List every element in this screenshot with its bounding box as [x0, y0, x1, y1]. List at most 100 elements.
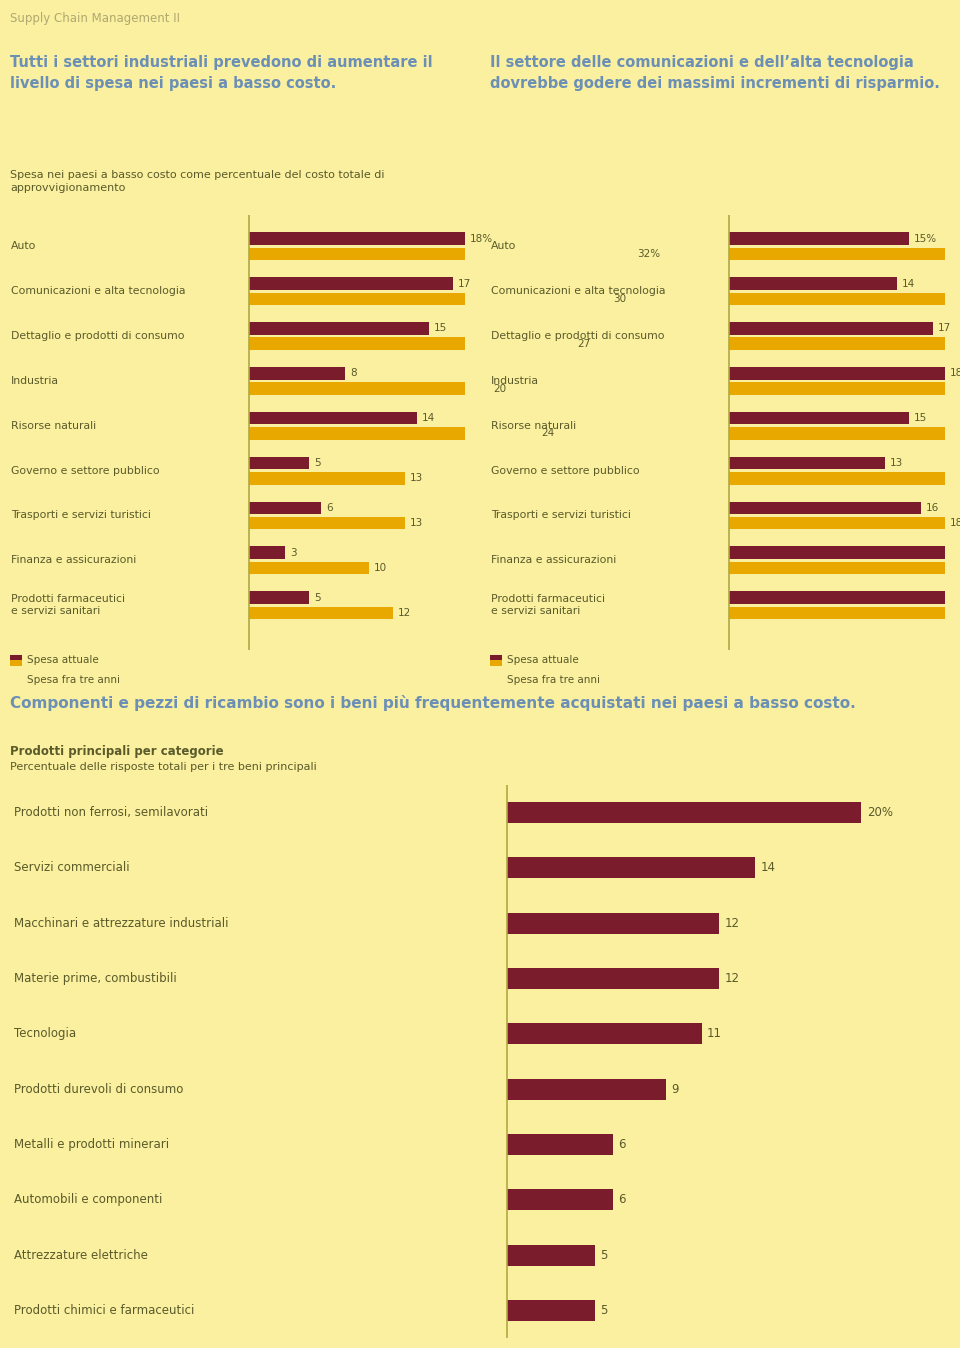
- Text: Prodotti durevoli di consumo: Prodotti durevoli di consumo: [13, 1082, 183, 1096]
- Text: 9: 9: [672, 1082, 679, 1096]
- Bar: [507, 1299, 595, 1321]
- Bar: [250, 248, 633, 260]
- Bar: [730, 427, 957, 439]
- Text: Componenti e pezzi di ricambio sono i beni più frequentemente acquistati nei pae: Componenti e pezzi di ricambio sono i be…: [10, 696, 855, 710]
- Bar: [250, 322, 429, 334]
- Text: 3: 3: [290, 547, 297, 558]
- Text: Spesa fra tre anni: Spesa fra tre anni: [507, 675, 600, 685]
- Text: Industria: Industria: [12, 376, 60, 386]
- Text: 14: 14: [901, 279, 915, 288]
- Bar: [250, 516, 405, 530]
- Bar: [730, 337, 960, 350]
- Text: 18%: 18%: [469, 233, 492, 244]
- Bar: [730, 248, 957, 260]
- Text: 32%: 32%: [637, 249, 660, 259]
- Text: 17: 17: [458, 279, 471, 288]
- Bar: [10, 661, 21, 666]
- Text: 5: 5: [314, 458, 321, 468]
- Text: 12: 12: [398, 608, 411, 617]
- Text: 15: 15: [434, 324, 447, 333]
- Bar: [250, 607, 394, 619]
- Bar: [250, 546, 285, 559]
- Bar: [730, 232, 909, 245]
- Bar: [730, 367, 945, 380]
- Text: Metalli e prodotti minerari: Metalli e prodotti minerari: [13, 1138, 169, 1151]
- Bar: [730, 472, 960, 484]
- Text: Governo e settore pubblico: Governo e settore pubblico: [12, 465, 159, 476]
- Text: Automobili e componenti: Automobili e componenti: [13, 1193, 162, 1206]
- Bar: [250, 457, 309, 469]
- Text: 10: 10: [374, 563, 387, 573]
- Text: Spesa fra tre anni: Spesa fra tre anni: [27, 675, 120, 685]
- Bar: [730, 457, 885, 469]
- Bar: [730, 412, 909, 425]
- Text: 13: 13: [410, 473, 423, 483]
- Bar: [507, 1078, 666, 1100]
- Bar: [250, 278, 453, 290]
- Bar: [250, 427, 537, 439]
- Bar: [730, 516, 945, 530]
- Text: Prodotti non ferrosi, semilavorati: Prodotti non ferrosi, semilavorati: [13, 806, 207, 820]
- Text: Finanza e assicurazioni: Finanza e assicurazioni: [492, 555, 616, 565]
- Bar: [730, 607, 957, 619]
- Bar: [507, 1023, 702, 1045]
- Bar: [730, 383, 960, 395]
- Bar: [250, 412, 417, 425]
- Text: 24: 24: [541, 429, 555, 438]
- Text: Spesa nei paesi a basso costo come percentuale del costo totale di
approvvigiona: Spesa nei paesi a basso costo come perce…: [10, 170, 385, 193]
- Text: 5: 5: [601, 1248, 608, 1262]
- Text: Comunicazioni e alta tecnologia: Comunicazioni e alta tecnologia: [492, 286, 665, 297]
- Bar: [250, 367, 346, 380]
- Bar: [250, 562, 370, 574]
- Text: Dettaglio e prodotti di consumo: Dettaglio e prodotti di consumo: [12, 332, 184, 341]
- Text: Spesa attuale: Spesa attuale: [507, 655, 579, 665]
- Text: 20%: 20%: [867, 806, 893, 820]
- Bar: [507, 857, 755, 879]
- Text: 18: 18: [949, 518, 960, 528]
- Text: Macchinari e attrezzature industriali: Macchinari e attrezzature industriali: [13, 917, 228, 930]
- Text: Materie prime, combustibili: Materie prime, combustibili: [13, 972, 177, 985]
- Text: Prodotti principali per categorie: Prodotti principali per categorie: [10, 745, 224, 758]
- Text: Spesa attuale: Spesa attuale: [27, 655, 99, 665]
- Text: Risorse naturali: Risorse naturali: [492, 421, 576, 431]
- Bar: [730, 278, 897, 290]
- Bar: [490, 655, 501, 661]
- Bar: [507, 802, 861, 824]
- Bar: [730, 322, 933, 334]
- Text: 20: 20: [493, 384, 507, 394]
- Bar: [250, 501, 322, 514]
- Text: Governo e settore pubblico: Governo e settore pubblico: [492, 465, 639, 476]
- Text: 30: 30: [613, 294, 627, 303]
- Text: Prodotti chimici e farmaceutici: Prodotti chimici e farmaceutici: [13, 1304, 194, 1317]
- Text: Auto: Auto: [12, 241, 36, 251]
- Text: Attrezzature elettriche: Attrezzature elettriche: [13, 1248, 148, 1262]
- Text: 6: 6: [618, 1193, 626, 1206]
- Text: 15%: 15%: [914, 233, 937, 244]
- Text: 27: 27: [578, 338, 590, 349]
- Text: Percentuale delle risposte totali per i tre beni principali: Percentuale delle risposte totali per i …: [10, 762, 317, 772]
- Text: Tecnologia: Tecnologia: [13, 1027, 76, 1041]
- Text: 11: 11: [707, 1027, 722, 1041]
- Text: Trasporti e servizi turistici: Trasporti e servizi turistici: [492, 511, 631, 520]
- Bar: [507, 913, 719, 934]
- Text: 13: 13: [890, 458, 903, 468]
- Bar: [10, 655, 21, 661]
- Text: Dettaglio e prodotti di consumo: Dettaglio e prodotti di consumo: [492, 332, 664, 341]
- Text: 15: 15: [914, 412, 927, 423]
- Text: Supply Chain Management II: Supply Chain Management II: [10, 12, 180, 26]
- Text: 6: 6: [326, 503, 333, 512]
- Bar: [730, 546, 960, 559]
- Text: Servizi commerciali: Servizi commerciali: [13, 861, 130, 875]
- Text: 16: 16: [925, 503, 939, 512]
- Bar: [507, 1244, 595, 1266]
- Bar: [250, 293, 609, 305]
- Bar: [250, 337, 573, 350]
- Text: 14: 14: [421, 412, 435, 423]
- Bar: [250, 592, 309, 604]
- Text: Finanza e assicurazioni: Finanza e assicurazioni: [12, 555, 136, 565]
- Bar: [490, 661, 501, 666]
- Text: 18: 18: [949, 368, 960, 379]
- Text: Auto: Auto: [492, 241, 516, 251]
- Text: 5: 5: [314, 593, 321, 603]
- Text: Industria: Industria: [492, 376, 540, 386]
